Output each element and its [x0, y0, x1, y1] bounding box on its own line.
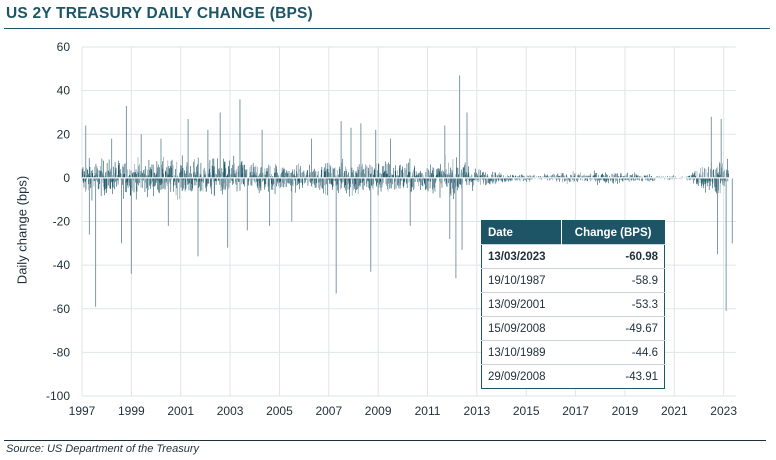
change-column-header: Change (BPS) — [561, 220, 665, 245]
row-change-value: -49.67 — [561, 316, 665, 341]
table-row: 13/09/2001 -53.3 — [481, 292, 665, 317]
x-tick-label: 2011 — [415, 404, 441, 418]
table-row: 13/03/2023 -60.98 — [481, 244, 665, 269]
table-row: 19/10/1987 -58.9 — [481, 268, 665, 293]
x-tick-label: 2023 — [710, 404, 737, 418]
x-tick-label: 2005 — [266, 404, 293, 418]
y-tick-label: 0 — [63, 171, 70, 185]
y-axis-label: Daily change (bps) — [14, 175, 30, 285]
row-date: 15/09/2008 — [481, 316, 562, 341]
x-tick-label: 1999 — [118, 404, 145, 418]
row-date: 29/09/2008 — [481, 364, 562, 389]
table-row: 29/09/2008 -43.91 — [481, 364, 665, 389]
x-tick-label: 2001 — [167, 404, 194, 418]
row-change-value: -60.98 — [561, 244, 665, 269]
table-row: 13/10/1989 -44.6 — [481, 340, 665, 365]
x-tick-label: 2009 — [365, 404, 392, 418]
x-tick-label: 1997 — [69, 404, 96, 418]
source-note: Source: US Department of the Treasury — [6, 443, 199, 455]
row-change-value: -58.9 — [561, 268, 665, 293]
x-tick-label: 2003 — [217, 404, 244, 418]
bar-series — [81, 75, 733, 311]
table-header-row: Date Change (BPS) — [481, 220, 665, 245]
x-tick-label: 2007 — [315, 404, 342, 418]
largest-moves-table: Date Change (BPS) 13/03/2023 -60.98 19/10/… — [481, 220, 665, 389]
y-tick-label: 40 — [57, 84, 71, 98]
y-tick-label: -40 — [53, 258, 71, 272]
x-tick-label: 2021 — [661, 404, 688, 418]
title-divider — [4, 28, 770, 29]
y-tick-label: 20 — [57, 127, 71, 141]
row-change-value: -44.6 — [561, 340, 665, 365]
table-body: 13/03/2023 -60.98 19/10/1987 -58.9 13/09/200… — [481, 244, 665, 389]
y-tick-label: -80 — [53, 345, 71, 359]
date-column-header: Date — [481, 220, 562, 245]
x-tick-label: 2017 — [562, 404, 589, 418]
row-date: 19/10/1987 — [481, 268, 562, 293]
source-divider — [4, 440, 766, 441]
row-date: 13/09/2001 — [481, 292, 562, 317]
y-tick-label: 60 — [57, 40, 71, 54]
y-tick-label: -20 — [53, 215, 71, 229]
row-date: 13/03/2023 — [481, 244, 562, 269]
x-tick-label: 2013 — [464, 404, 491, 418]
x-tick-label: 2015 — [513, 404, 540, 418]
y-tick-label: -60 — [53, 302, 71, 316]
row-change-value: -53.3 — [561, 292, 665, 317]
row-change-value: -43.91 — [561, 364, 665, 389]
y-tick-label: -100 — [46, 389, 70, 403]
chart-title: US 2Y TREASURY DAILY CHANGE (BPS) — [6, 5, 313, 22]
row-date: 13/10/1989 — [481, 340, 562, 365]
table-row: 15/09/2008 -49.67 — [481, 316, 665, 341]
x-tick-label: 2019 — [612, 404, 639, 418]
